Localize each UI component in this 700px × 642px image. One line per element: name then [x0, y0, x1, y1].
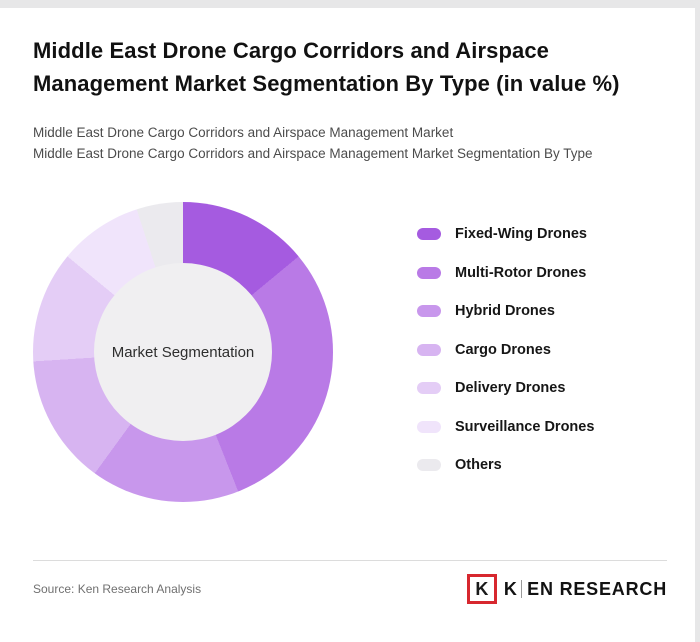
footer: Source: Ken Research Analysis K K EN RES…	[33, 574, 667, 604]
legend-label: Fixed-Wing Drones	[455, 226, 587, 242]
legend-label: Delivery Drones	[455, 380, 566, 396]
wordmark-rest: EN RESEARCH	[527, 578, 667, 599]
legend-item-multi-rotor: Multi-Rotor Drones	[417, 263, 594, 283]
footer-divider	[33, 560, 667, 561]
legend-item-hybrid: Hybrid Drones	[417, 301, 594, 321]
legend-item-surveillance: Surveillance Drones	[417, 417, 594, 437]
legend-item-cargo: Cargo Drones	[417, 340, 594, 360]
legend-swatch	[417, 266, 441, 279]
donut-chart: Market Segmentation	[33, 202, 333, 502]
legend-label: Multi-Rotor Drones	[455, 264, 587, 281]
legend-swatch	[417, 343, 441, 356]
source-note: Source: Ken Research Analysis	[33, 582, 202, 596]
legend-item-fixed-wing: Fixed-Wing Drones	[417, 224, 594, 244]
logo-k-icon: K	[466, 574, 497, 604]
wordmark-divider	[520, 580, 523, 598]
legend-label: Others	[455, 457, 502, 473]
legend-swatch	[417, 382, 441, 394]
legend-swatch	[417, 420, 441, 433]
legend-item-delivery: Delivery Drones	[417, 378, 594, 398]
legend-label: Hybrid Drones	[455, 303, 555, 319]
legend-swatch	[417, 228, 441, 240]
legend-item-others: Others	[417, 455, 594, 475]
chart-subtitle-segmentation: Middle East Drone Cargo Corridors and Ai…	[33, 146, 593, 161]
chart-subtitle-market: Middle East Drone Cargo Corridors and Ai…	[33, 125, 454, 140]
chart-card: Middle East Drone Cargo Corridors and Ai…	[0, 8, 695, 642]
page-title: Middle East Drone Cargo Corridors and Ai…	[33, 38, 620, 96]
chart-legend: Fixed-Wing Drones Multi-Rotor Drones Hyb…	[417, 224, 594, 494]
donut-center-label: Market Segmentation	[111, 343, 255, 361]
logo-k-letter: K	[475, 578, 489, 599]
logo-wordmark: K EN RESEARCH	[504, 579, 667, 600]
legend-swatch	[417, 459, 441, 471]
chart-area: Market Segmentation Fixed-Wing Drones Mu…	[33, 202, 662, 502]
subtitle-block: Middle East Drone Cargo Corridors and Ai…	[33, 122, 662, 164]
wordmark-k: K	[503, 578, 518, 599]
ken-research-logo: K K EN RESEARCH	[466, 574, 667, 604]
legend-label: Surveillance Drones	[455, 418, 595, 435]
legend-swatch	[417, 305, 441, 317]
donut-center: Market Segmentation	[94, 263, 272, 441]
legend-label: Cargo Drones	[455, 341, 551, 358]
